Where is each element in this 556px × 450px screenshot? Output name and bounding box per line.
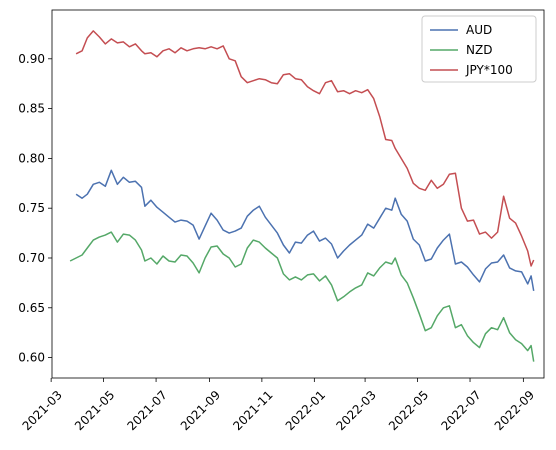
x-tick-label: 2022-05 xyxy=(386,388,431,433)
x-axis: 2021-03 2021-05 2021-07 2021-09 2021-11 2022-… xyxy=(20,378,537,433)
x-tick-label: 2021-05 xyxy=(72,388,117,433)
x-tick-label: 2022-07 xyxy=(438,388,483,433)
x-tick-label: 2021-09 xyxy=(178,388,223,433)
y-tick-label: 0.65 xyxy=(18,301,45,315)
y-tick-label: 0.60 xyxy=(18,351,45,365)
x-tick-label: 2021-03 xyxy=(20,388,65,433)
y-tick-label: 0.80 xyxy=(18,151,45,165)
legend-label-0: AUD xyxy=(466,23,492,37)
y-tick-label: 0.70 xyxy=(18,251,45,265)
x-tick-label: 2022-03 xyxy=(333,388,378,433)
x-tick-label: 2022-09 xyxy=(492,388,537,433)
x-tick-label: 2022-01 xyxy=(283,388,328,433)
series-line-0 xyxy=(75,169,535,292)
x-tick-label: 2021-11 xyxy=(230,388,275,433)
legend-label-1: NZD xyxy=(466,43,492,57)
y-axis: 0.60 0.65 0.70 0.75 0.80 0.85 0.90 xyxy=(18,52,52,365)
series-line-2 xyxy=(75,30,535,267)
legend-box xyxy=(421,15,537,83)
series-layer xyxy=(69,30,535,362)
axes-frame xyxy=(51,9,545,379)
legend: AUD NZD JPY*100 xyxy=(421,15,537,83)
series-line-1 xyxy=(69,231,535,362)
legend-label-2: JPY*100 xyxy=(465,63,513,77)
y-tick-label: 0.85 xyxy=(18,102,45,116)
y-tick-label: 0.75 xyxy=(18,201,45,215)
y-tick-label: 0.90 xyxy=(18,52,45,66)
x-tick-label: 2021-07 xyxy=(124,388,169,433)
